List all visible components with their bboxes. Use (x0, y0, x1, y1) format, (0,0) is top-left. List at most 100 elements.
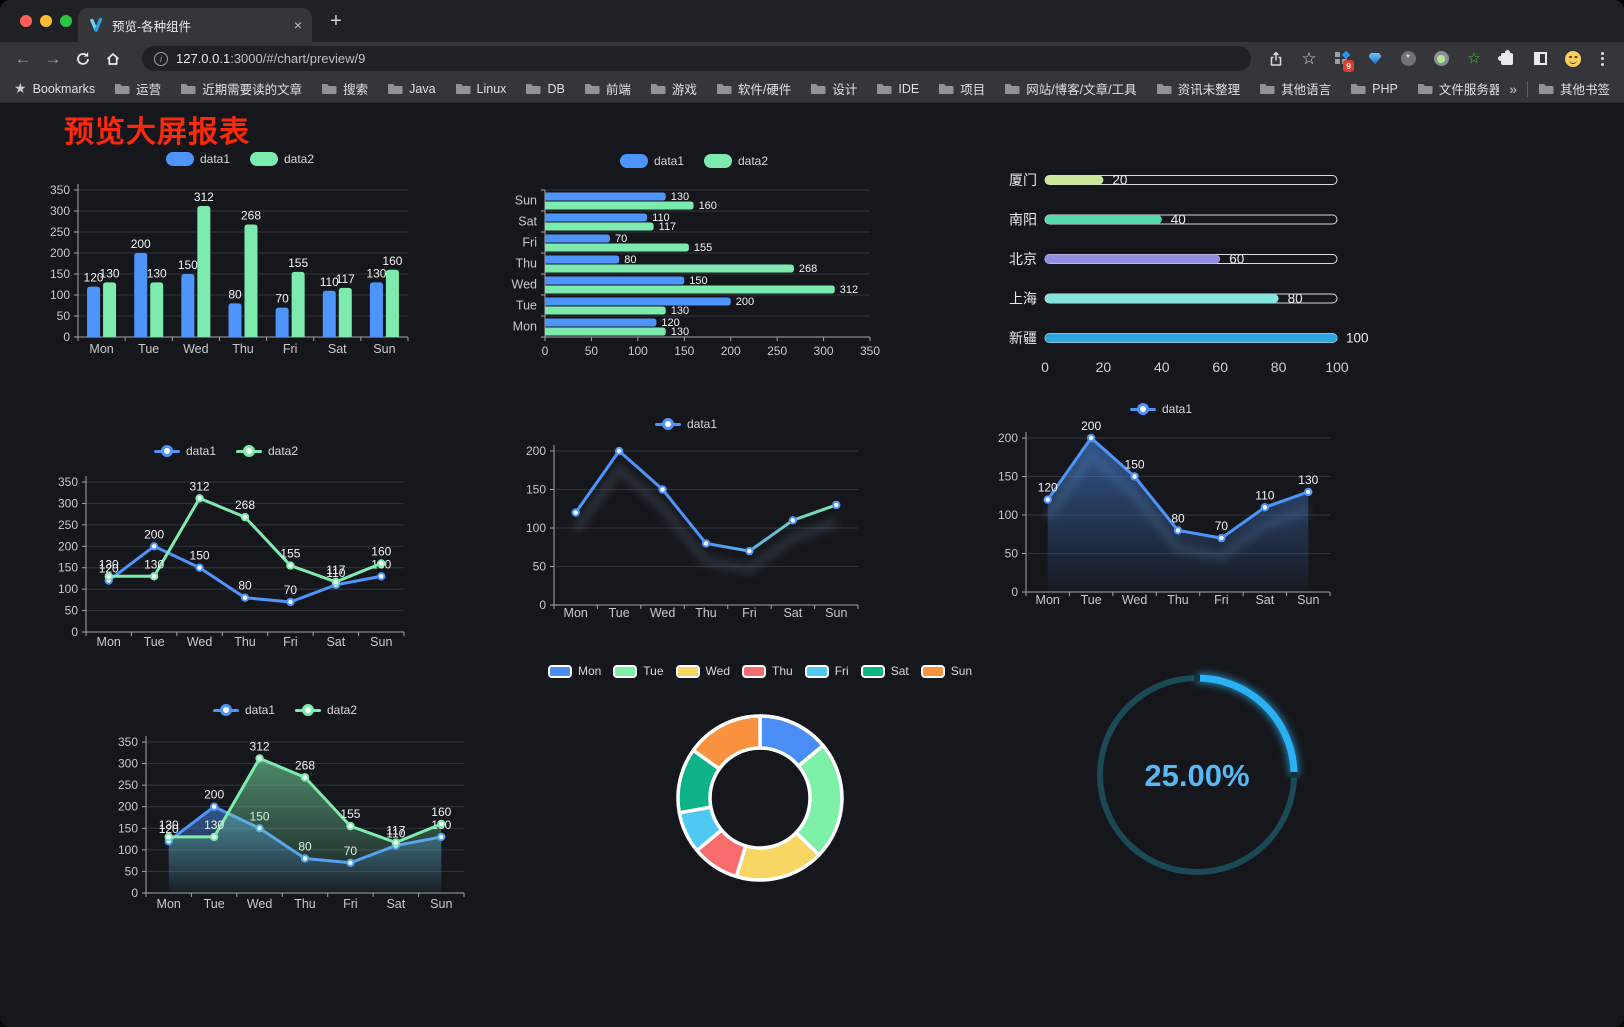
horizontal-bar-chart[interactable]: data1 data2 Sun Sat Fri Thu Wed Tue Mon 0 50 100 150… (498, 150, 890, 362)
zoom-window-button[interactable] (60, 15, 72, 27)
bookmark-folder[interactable]: 运营 (114, 79, 161, 98)
forward-button[interactable]: → (44, 48, 62, 68)
svg-text:150: 150 (689, 275, 707, 287)
bookmark-folder[interactable]: Java (387, 82, 436, 96)
svg-text:160: 160 (699, 200, 717, 212)
svg-text:20: 20 (1096, 359, 1112, 375)
address-bar[interactable]: i 127.0.0.1:3000/#/chart/preview/9 (142, 46, 1251, 71)
gray-circle-extension-icon[interactable]: * (1399, 50, 1417, 68)
grouped-bar-chart[interactable]: data1 data2 0 50 100 150 200 250 300 350 Mon Tue Wed… (30, 148, 450, 360)
tab-strip: 预览-各种组件 × + (0, 0, 1624, 42)
legend-marker-icon (250, 152, 278, 166)
bookmark-folder[interactable]: 游戏 (650, 79, 697, 98)
bookmark-folder-label: IDE (898, 81, 920, 96)
legend-item[interactable]: Wed (675, 664, 730, 678)
bookmark-folder[interactable]: DB (525, 82, 565, 96)
legend-item[interactable]: data2 (295, 703, 357, 717)
legend-item[interactable]: data2 (250, 152, 314, 166)
legend-item[interactable]: data1 (212, 703, 275, 717)
emoji-extension-icon[interactable] (1564, 50, 1582, 68)
svg-text:268: 268 (799, 263, 817, 275)
bookmarks-root[interactable]: ★ Bookmarks (14, 80, 95, 97)
svg-text:130: 130 (144, 557, 164, 571)
svg-text:110: 110 (326, 566, 345, 580)
svg-text:50: 50 (585, 344, 599, 358)
gem-extension-icon[interactable] (1366, 50, 1384, 68)
legend-item[interactable]: Sat (860, 664, 909, 678)
bookmark-folder-label: 近期需要读的文章 (202, 83, 303, 97)
svg-text:Wed: Wed (650, 606, 676, 620)
legend-label: data1 (185, 444, 216, 458)
svg-text:312: 312 (840, 284, 858, 296)
home-button[interactable] (100, 46, 126, 72)
bookmark-folder[interactable]: 资讯未整理 (1156, 79, 1240, 98)
share-icon[interactable] (1267, 50, 1285, 68)
week-donut-chart[interactable]: Mon Tue Wed Thu Fri Sat Sun (547, 660, 972, 893)
legend-item[interactable]: Sun (920, 664, 973, 678)
svg-text:70: 70 (615, 233, 627, 245)
legend-label: Sun (950, 664, 973, 678)
legend-item[interactable]: data1 (165, 152, 230, 166)
extensions-puzzle-icon[interactable] (1498, 49, 1516, 68)
url-path: :3000/#/chart/preview/9 (230, 50, 366, 66)
legend-item[interactable]: data1 (654, 417, 718, 431)
browser-menu-icon[interactable] (1597, 51, 1608, 66)
bookmark-folder[interactable]: 近期需要读的文章 (180, 79, 302, 98)
svg-text:130: 130 (204, 818, 224, 832)
folder-icon (939, 84, 954, 94)
gradient-line-chart[interactable]: data1 0 50 100 150 200 Mon Tue Wed Thu Fri Sat Sun (502, 413, 870, 625)
site-info-icon[interactable]: i (154, 51, 168, 66)
bookmark-folder[interactable]: 项目 (938, 79, 985, 98)
legend-marker-icon (742, 664, 766, 678)
legend-item[interactable]: data1 (619, 154, 684, 168)
chart-legend: data1 data2 (94, 699, 476, 721)
new-tab-button[interactable]: + (330, 10, 342, 32)
legend-item[interactable]: Thu (742, 664, 793, 678)
legend-item[interactable]: data2 (236, 444, 298, 458)
two-series-line-chart[interactable]: data1 data2 0 50 100 150 200 250 300 350 Mon Tue Wed… (36, 440, 416, 653)
bookmark-folder[interactable]: Linux (455, 82, 506, 96)
star-extension-icon[interactable]: ☆ (1467, 50, 1481, 67)
bookmark-folder[interactable]: 软件/硬件 (716, 79, 791, 98)
svg-text:Thu: Thu (294, 897, 316, 911)
svg-text:350: 350 (860, 344, 880, 358)
proxy-extension-icon[interactable]: 9 (1333, 50, 1354, 72)
legend-item[interactable]: data1 (1129, 402, 1192, 416)
bookmark-folder[interactable]: 文件服务器 (1417, 79, 1499, 98)
legend-label: data1 (686, 417, 718, 431)
area-line-chart[interactable]: data1 0 50 100 150 200 Mon Tue Wed Thu Fri Sat Sun 12… (980, 398, 1342, 611)
other-bookmarks-folder[interactable]: 其他书签 (1538, 79, 1610, 98)
svg-text:250: 250 (118, 778, 138, 792)
green-circle-extension-icon[interactable] (1432, 50, 1450, 68)
legend-item[interactable]: data1 (153, 444, 216, 458)
tab-close-icon[interactable]: × (293, 17, 302, 33)
city-progress-chart[interactable]: 厦门 20 南阳 40 北京 60 上海 80 新疆 100 0 20 40 60 80 100 (990, 158, 1380, 390)
back-button[interactable]: ← (14, 48, 32, 68)
bookmarks-overflow-chevron[interactable]: » (1509, 80, 1517, 97)
bookmark-folder[interactable]: 其他语言 (1259, 79, 1331, 98)
legend-item[interactable]: Tue (613, 664, 664, 678)
legend-item[interactable]: Fri (804, 664, 849, 678)
bookmark-folder[interactable]: 网站/博客/文章/工具 (1004, 79, 1137, 98)
folder-icon (181, 84, 196, 94)
bookmark-folder[interactable]: 搜索 (321, 79, 368, 98)
two-series-area-chart[interactable]: data1 data2 0 50 100 150 200 250 300 350 Mon Tue Wed… (94, 699, 476, 914)
bookmark-folder[interactable]: 前端 (584, 79, 631, 98)
svg-text:70: 70 (275, 292, 289, 306)
bookmark-folder[interactable]: PHP (1350, 82, 1398, 96)
svg-text:120: 120 (1038, 481, 1058, 495)
reader-mode-extension-icon[interactable] (1531, 50, 1549, 68)
svg-text:268: 268 (241, 208, 261, 222)
bookmark-folder[interactable]: IDE (876, 82, 919, 96)
svg-text:Wed: Wed (187, 635, 213, 649)
close-window-button[interactable] (20, 15, 32, 27)
minimize-window-button[interactable] (40, 15, 52, 27)
bookmark-star-icon[interactable]: ☆ (1301, 48, 1317, 68)
bookmark-folder[interactable]: 设计 (810, 79, 857, 98)
reload-button[interactable] (70, 46, 96, 72)
browser-tab[interactable]: 预览-各种组件 × (78, 8, 312, 42)
percent-gauge-chart[interactable]: 25.00% (1077, 655, 1317, 895)
svg-text:110: 110 (652, 212, 670, 224)
legend-item[interactable]: data2 (704, 154, 768, 168)
legend-item[interactable]: Mon (547, 664, 601, 678)
